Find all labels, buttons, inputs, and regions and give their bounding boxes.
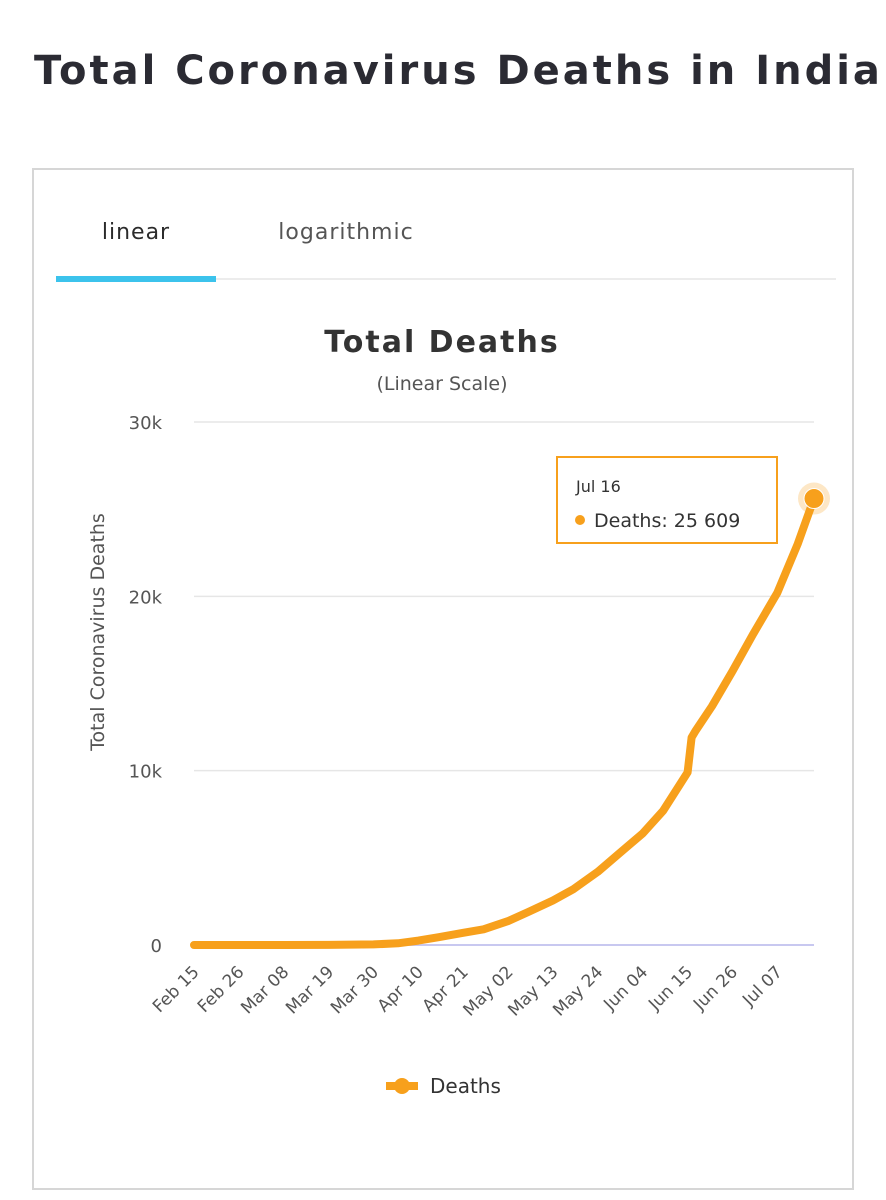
x-tick-label: Jun 04 (599, 962, 652, 1015)
x-tick-label: Feb 15 (149, 962, 204, 1017)
tooltip-series-dot (575, 515, 585, 525)
tab-linear[interactable]: linear (101, 220, 171, 245)
legend-label-deaths: Deaths (430, 1074, 501, 1098)
y-tick-label: 0 (151, 936, 162, 957)
x-tick-label: Jun 15 (644, 962, 697, 1015)
y-tick-label: 10k (129, 762, 163, 783)
x-tick-label: Apr 10 (374, 962, 428, 1016)
tooltip-value: Deaths: 25 609 (594, 510, 740, 532)
x-tick-label: Feb 26 (194, 962, 249, 1017)
y-tick-label: 20k (129, 587, 163, 608)
x-tick-label: Jun 26 (689, 962, 742, 1015)
y-axis-title: Total Coronavirus Deaths (87, 513, 109, 752)
scale-tabs: linear logarithmic (56, 210, 836, 282)
x-tick-label: Mar 19 (282, 962, 338, 1018)
x-tick-label: Jul 07 (738, 962, 786, 1010)
chart-subtitle: (Linear Scale) (376, 373, 507, 395)
tooltip-box (556, 456, 778, 544)
legend[interactable]: Deaths (386, 1074, 501, 1098)
legend-marker (394, 1078, 410, 1094)
x-tick-label: Mar 30 (327, 962, 383, 1018)
active-tab-indicator (56, 276, 216, 282)
tooltip-date: Jul 16 (575, 477, 621, 496)
x-tick-label: Mar 08 (237, 962, 293, 1018)
tab-logarithmic[interactable]: logarithmic (278, 220, 414, 245)
chart-card: linear logarithmic Total Deaths (Linear … (32, 168, 854, 1190)
x-tick-label: May 24 (549, 962, 607, 1020)
tooltip: Jul 16 Deaths: 25 609 (556, 456, 778, 544)
data-point-jul-16 (803, 488, 825, 510)
chart-title: Total Deaths (324, 325, 559, 360)
y-tick-label: 30k (129, 413, 163, 434)
series-line-deaths (190, 494, 818, 949)
line-chart: Total Deaths (Linear Scale) Total Corona… (87, 325, 830, 1098)
page-title: Total Coronavirus Deaths in India (34, 48, 883, 94)
